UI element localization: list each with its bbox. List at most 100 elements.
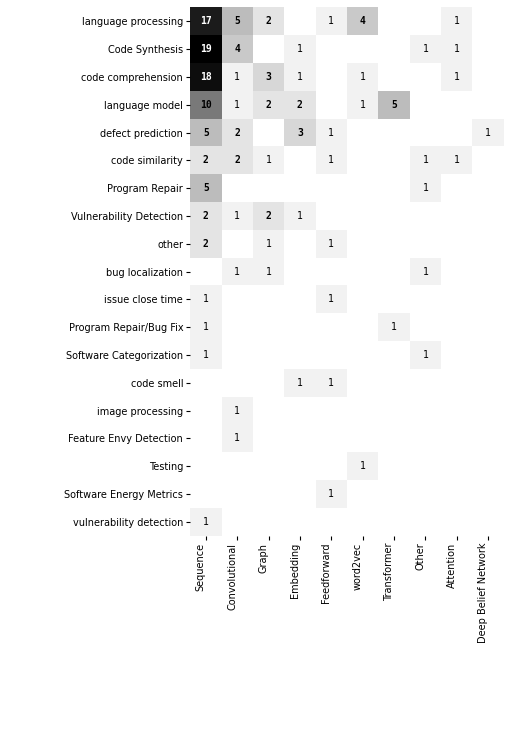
Text: 1: 1	[423, 183, 428, 193]
Bar	[316, 480, 347, 508]
Text: 2: 2	[234, 155, 240, 165]
Bar	[190, 508, 222, 536]
Bar	[378, 91, 410, 118]
Bar	[222, 35, 253, 63]
Text: 1: 1	[423, 44, 428, 54]
Text: 2: 2	[234, 127, 240, 138]
Bar	[190, 91, 222, 118]
Text: 1: 1	[328, 239, 334, 248]
Text: 1: 1	[297, 44, 303, 54]
Text: 2: 2	[203, 155, 209, 165]
Bar	[222, 7, 253, 35]
Bar	[253, 202, 284, 230]
Bar	[441, 7, 472, 35]
Text: 1: 1	[423, 350, 428, 360]
Bar	[190, 341, 222, 369]
Bar	[190, 63, 222, 91]
Bar	[190, 174, 222, 202]
Text: 5: 5	[234, 16, 240, 26]
Text: 1: 1	[297, 72, 303, 82]
Text: 4: 4	[234, 44, 240, 54]
Text: 19: 19	[200, 44, 212, 54]
Text: 1: 1	[485, 127, 491, 138]
Bar	[316, 147, 347, 174]
Bar	[190, 7, 222, 35]
Text: 1: 1	[234, 100, 240, 110]
Bar	[253, 7, 284, 35]
Bar	[253, 147, 284, 174]
Bar	[472, 118, 504, 147]
Bar	[190, 230, 222, 257]
Text: 1: 1	[391, 322, 397, 332]
Bar	[316, 230, 347, 257]
Bar	[190, 202, 222, 230]
Bar	[190, 313, 222, 341]
Bar	[190, 147, 222, 174]
Bar	[190, 286, 222, 313]
Text: 5: 5	[203, 183, 209, 193]
Bar	[347, 63, 378, 91]
Bar	[284, 369, 316, 397]
Text: 1: 1	[234, 72, 240, 82]
Bar	[190, 118, 222, 147]
Bar	[316, 369, 347, 397]
Text: 3: 3	[266, 72, 271, 82]
Text: 5: 5	[203, 127, 209, 138]
Text: 1: 1	[454, 44, 460, 54]
Bar	[347, 91, 378, 118]
Bar	[441, 63, 472, 91]
Text: 1: 1	[454, 155, 460, 165]
Text: 5: 5	[391, 100, 397, 110]
Text: 1: 1	[203, 295, 209, 304]
Bar	[253, 257, 284, 286]
Bar	[410, 341, 441, 369]
Text: 1: 1	[297, 378, 303, 388]
Text: 1: 1	[297, 211, 303, 221]
Bar	[253, 91, 284, 118]
Text: 1: 1	[328, 489, 334, 499]
Text: 1: 1	[328, 295, 334, 304]
Bar	[347, 452, 378, 480]
Text: 1: 1	[328, 378, 334, 388]
Bar	[347, 7, 378, 35]
Text: 1: 1	[266, 155, 271, 165]
Text: 1: 1	[234, 266, 240, 277]
Text: 1: 1	[328, 127, 334, 138]
Bar	[316, 286, 347, 313]
Bar	[222, 425, 253, 452]
Text: 1: 1	[454, 72, 460, 82]
Text: 2: 2	[266, 100, 271, 110]
Text: 1: 1	[234, 433, 240, 443]
Bar	[222, 202, 253, 230]
Text: 1: 1	[360, 461, 365, 471]
Bar	[222, 147, 253, 174]
Bar	[410, 147, 441, 174]
Bar	[410, 174, 441, 202]
Bar	[284, 202, 316, 230]
Text: 3: 3	[297, 127, 303, 138]
Text: 2: 2	[203, 211, 209, 221]
Text: 1: 1	[454, 16, 460, 26]
Bar	[253, 63, 284, 91]
Bar	[378, 313, 410, 341]
Bar	[316, 7, 347, 35]
Bar	[190, 35, 222, 63]
Bar	[284, 118, 316, 147]
Bar	[441, 35, 472, 63]
Text: 1: 1	[328, 155, 334, 165]
Text: 1: 1	[266, 239, 271, 248]
Bar	[441, 147, 472, 174]
Text: 2: 2	[266, 211, 271, 221]
Text: 2: 2	[203, 239, 209, 248]
Bar	[316, 118, 347, 147]
Bar	[222, 91, 253, 118]
Bar	[410, 35, 441, 63]
Text: 1: 1	[203, 517, 209, 527]
Text: 1: 1	[203, 350, 209, 360]
Bar	[222, 397, 253, 425]
Text: 4: 4	[360, 16, 365, 26]
Text: 1: 1	[360, 100, 365, 110]
Text: 1: 1	[203, 322, 209, 332]
Bar	[222, 63, 253, 91]
Bar	[410, 257, 441, 286]
